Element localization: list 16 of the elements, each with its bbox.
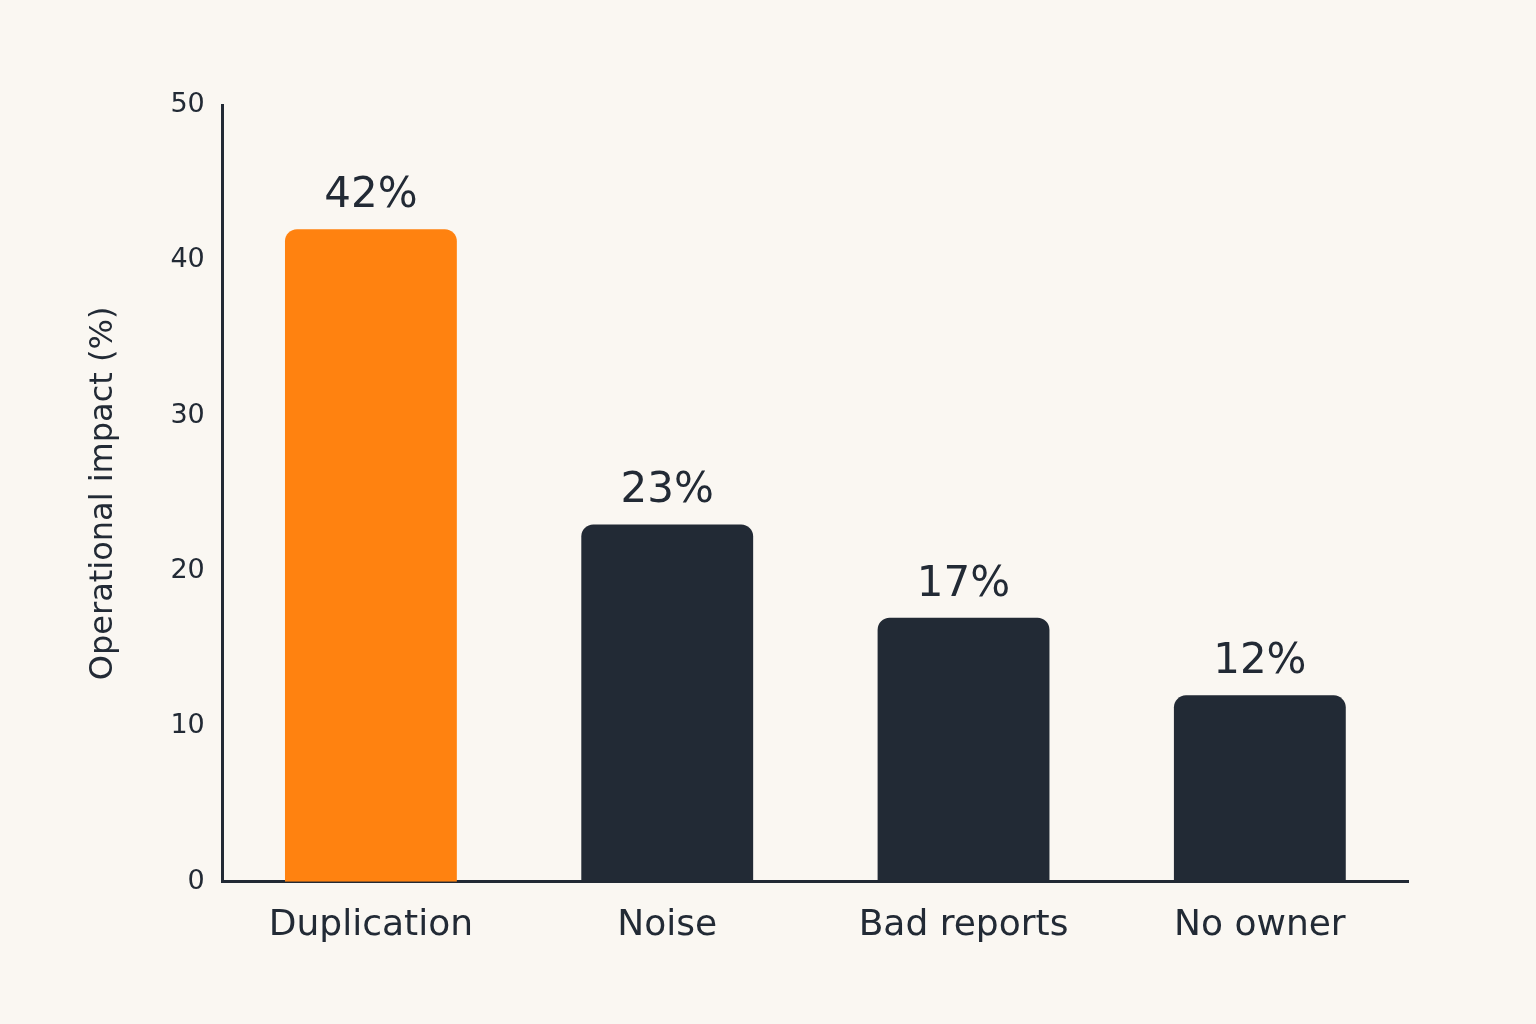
y-tick-label: 10 — [170, 708, 205, 740]
data-label: 23% — [620, 463, 714, 513]
y-tick-label: 40 — [170, 242, 205, 274]
y-tick-label: 0 — [187, 863, 205, 895]
y-axis-title: Operational impact (%) — [81, 306, 120, 681]
x-tick-label: No owner — [1174, 901, 1346, 943]
y-tick-label: 30 — [170, 397, 205, 429]
bar — [284, 229, 457, 882]
y-tick-label: 50 — [170, 87, 205, 119]
y-tick-label: 20 — [170, 553, 205, 585]
x-tick-label: Duplication — [268, 901, 474, 943]
data-label: 17% — [916, 556, 1011, 606]
x-tick-label: Bad reports — [858, 901, 1069, 943]
x-tick-label: Noise — [617, 901, 718, 943]
data-label: 12% — [1213, 634, 1307, 684]
data-label: 42% — [324, 168, 418, 218]
